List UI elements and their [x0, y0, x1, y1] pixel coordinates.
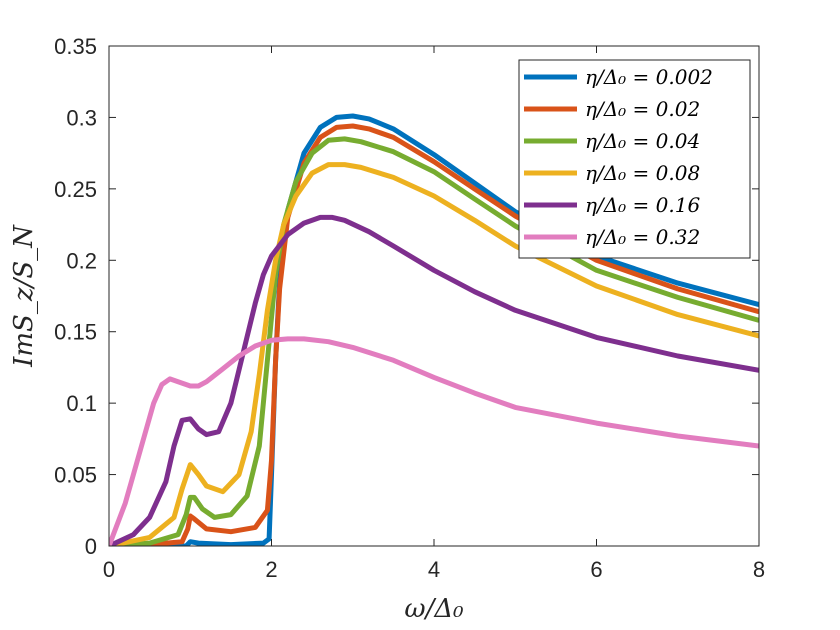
legend-label-2: η/Δ₀ = 0.02 — [585, 97, 700, 121]
legend-box — [518, 59, 751, 259]
x-tick-label: 0 — [103, 557, 115, 582]
x-axis-label: ω/Δ₀ — [404, 594, 464, 624]
x-tick-label: 4 — [428, 557, 440, 582]
y-tick-label: 0.1 — [66, 391, 97, 416]
legend-label-4: η/Δ₀ = 0.08 — [585, 161, 700, 185]
y-tick-label: 0.35 — [54, 34, 97, 59]
legend-label-3: η/Δ₀ = 0.04 — [585, 129, 700, 153]
legend-label-1: η/Δ₀ = 0.002 — [585, 65, 713, 89]
x-tick-label: 2 — [265, 557, 277, 582]
x-tick-label: 6 — [590, 557, 602, 582]
y-tick-label: 0.05 — [54, 463, 97, 488]
legend-label-6: η/Δ₀ = 0.32 — [585, 225, 700, 249]
y-tick-label: 0.25 — [54, 177, 97, 202]
legend: η/Δ₀ = 0.002 η/Δ₀ = 0.02 η/Δ₀ = 0.04 η/Δ₀ =… — [518, 59, 751, 259]
y-axis-label: ImS_z/S_N — [9, 224, 39, 368]
series-line-2 — [109, 123, 759, 546]
series-line-6 — [109, 336, 759, 546]
y-tick-label: 0.15 — [54, 320, 97, 345]
legend-label-5: η/Δ₀ = 0.16 — [585, 193, 700, 217]
y-tick-label: 0 — [85, 534, 97, 559]
series-line-5 — [109, 214, 759, 546]
y-tick-label: 0.2 — [66, 248, 97, 273]
x-tick-label: 8 — [753, 557, 765, 582]
y-tick-label: 0.3 — [66, 105, 97, 130]
series-layer — [109, 113, 759, 546]
axes: 0 2 4 6 8 0 0.05 0.1 0.15 0.2 0.25 0.3 0.35 ω/Δ₀ ImS_z… — [9, 34, 765, 624]
